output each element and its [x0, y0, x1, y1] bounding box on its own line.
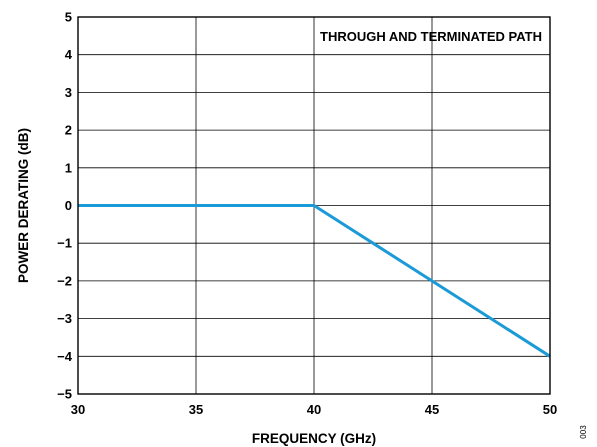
y-tick-label: 1: [65, 160, 72, 175]
y-tick-label: −1: [57, 236, 72, 251]
y-tick-label: 0: [65, 198, 72, 213]
figure-id: 003: [579, 425, 588, 439]
x-tick-label: 50: [543, 402, 557, 417]
y-tick-labels: 5 4 3 2 1 0 −1 −2 −3 −4 −5: [57, 10, 73, 402]
x-tick-label: 40: [307, 402, 321, 417]
annotation-label: THROUGH AND TERMINATED PATH: [320, 29, 542, 44]
x-tick-label: 30: [71, 402, 85, 417]
series-line: [78, 204, 551, 358]
x-tick-label: 35: [189, 402, 203, 417]
y-axis-title: POWER DERATING (dB): [16, 128, 31, 283]
x-tick-label: 45: [425, 402, 439, 417]
y-tick-label: 3: [65, 85, 72, 100]
y-tick-label: −2: [57, 273, 72, 288]
y-tick-label: 2: [65, 123, 72, 138]
plot-frame: [77, 16, 551, 395]
x-axis-title: FREQUENCY (GHz): [252, 431, 376, 446]
x-tick-labels: 30 35 40 45 50: [71, 402, 557, 417]
y-tick-label: 5: [65, 10, 72, 25]
y-tick-label: −5: [57, 387, 72, 402]
y-tick-label: −3: [57, 311, 72, 326]
series-layer: [78, 204, 551, 358]
y-tick-label: −4: [57, 349, 73, 364]
y-tick-label: 4: [65, 47, 73, 62]
